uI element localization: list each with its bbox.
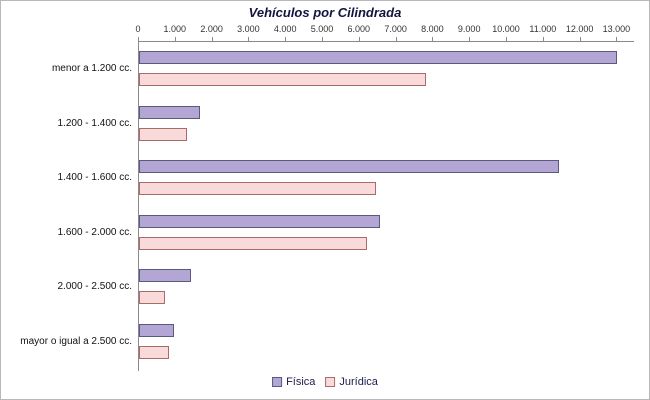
x-axis-tick-label: 3.000 xyxy=(237,24,260,34)
bar-fisica xyxy=(139,214,380,228)
category-label: 1.600 - 2.000 cc. xyxy=(57,226,133,238)
category-label: mayor o igual a 2.500 cc. xyxy=(20,335,132,347)
x-axis-tick-label: 10.000 xyxy=(492,24,520,34)
bar-fisica xyxy=(139,323,174,337)
bar-fisica xyxy=(139,51,617,65)
x-axis-tick-label: 8.000 xyxy=(421,24,444,34)
y-axis-line xyxy=(138,41,139,371)
x-axis-tick-mark xyxy=(358,37,360,41)
x-axis-tick-mark xyxy=(616,37,618,41)
x-axis-tick-mark xyxy=(506,37,507,41)
bar-juridica xyxy=(139,127,187,141)
x-axis-tick-label: 9.000 xyxy=(457,24,481,34)
legend-label: Jurídica xyxy=(339,376,378,388)
x-axis-tick-mark xyxy=(579,37,581,41)
x-axis-tick-mark xyxy=(322,37,323,41)
bar-fisica xyxy=(139,269,191,283)
x-axis-tick-label: 2.000 xyxy=(200,24,223,34)
x-axis-tick-mark xyxy=(542,37,544,41)
bar-juridica xyxy=(139,236,367,250)
x-axis-tick-label: 13.000 xyxy=(602,24,631,34)
category-label: 2.000 - 2.500 cc. xyxy=(57,281,133,293)
x-axis-tick-label: 0 xyxy=(135,24,141,34)
bar-juridica xyxy=(139,345,169,359)
x-axis-tick-label: 11.000 xyxy=(529,24,557,34)
x-axis-tick-mark xyxy=(395,37,397,41)
chart-title: Vehículos por Cilindrada xyxy=(248,5,402,20)
legend-swatch xyxy=(272,377,283,387)
legend-entry: Jurídica xyxy=(325,376,378,388)
x-axis-tick-label: 6.000 xyxy=(347,24,371,34)
x-axis-tick-mark xyxy=(285,37,287,41)
x-axis-tick-mark xyxy=(432,37,434,41)
x-axis-tick-label: 12.000 xyxy=(565,24,594,34)
bar-fisica xyxy=(139,160,559,174)
legend-label: Física xyxy=(286,376,316,388)
legend-entry: Física xyxy=(272,376,315,388)
category-label: menor a 1.200 cc. xyxy=(51,63,132,75)
x-axis-tick-label: 4.000 xyxy=(273,24,297,34)
x-axis-line xyxy=(138,41,634,42)
x-axis-tick-mark xyxy=(211,37,213,41)
category-label: 1.200 - 1.400 cc. xyxy=(57,117,133,129)
x-axis-tick-mark xyxy=(174,37,176,41)
legend-swatch xyxy=(325,377,336,387)
bar-juridica xyxy=(139,73,426,87)
bar-fisica xyxy=(139,105,200,119)
x-axis-tick-label: 1.000 xyxy=(163,24,187,34)
bar-juridica xyxy=(139,182,376,196)
x-axis-tick-mark xyxy=(248,37,250,41)
category-label: 1.400 - 1.600 cc. xyxy=(57,172,133,184)
legend: Física Jurídica xyxy=(272,376,378,388)
bar-juridica xyxy=(139,291,165,305)
x-axis-tick-mark xyxy=(469,37,471,41)
x-axis-tick-label: 7.000 xyxy=(384,24,407,34)
x-axis-tick-mark xyxy=(138,37,139,41)
x-axis-tick-label: 5.000 xyxy=(310,24,334,34)
